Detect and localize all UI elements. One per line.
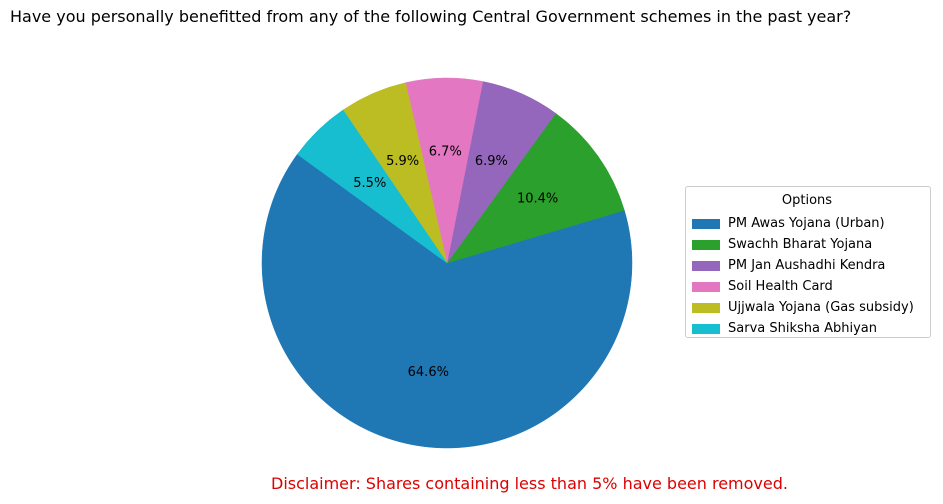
chart-title: Have you personally benefitted from any … [10,7,852,26]
legend-item: PM Awas Yojana (Urban) [692,213,922,234]
slice-percent-label: 64.6% [408,365,449,380]
legend-title: Options [781,193,833,208]
legend-label: Sarva Shiksha Abhiyan [728,321,877,336]
legend-item: Soil Health Card [692,276,922,297]
legend-label: Swachh Bharat Yojana [728,237,873,252]
legend-swatch [692,239,720,250]
pie-slice [446,112,625,264]
legend-swatch [692,281,720,292]
legend-swatch [692,323,720,334]
legend-item: Ujjwala Yojana (Gas subsidy) [692,297,922,318]
legend: Options PM Awas Yojana (Urban) Swachh Bh… [685,186,931,338]
legend-item: Swachh Bharat Yojana [692,234,922,255]
slice-percent-label: 10.4% [517,191,558,206]
slice-percent-label: 6.9% [475,154,508,169]
slice-percent-label: 6.7% [429,145,462,160]
legend-label: Ujjwala Yojana (Gas subsidy) [728,300,914,315]
disclaimer-text: Disclaimer: Shares containing less than … [271,474,788,493]
legend-swatch [692,302,720,313]
legend-label: PM Awas Yojana (Urban) [728,216,885,231]
pie-slice [261,153,633,449]
slice-percent-label: 5.9% [386,154,419,169]
slice-percent-label: 5.5% [353,176,386,191]
legend-swatch [692,218,720,229]
legend-label: PM Jan Aushadhi Kendra [728,258,886,273]
legend-label: Soil Health Card [728,279,833,294]
legend-item: PM Jan Aushadhi Kendra [692,255,922,276]
legend-item: Sarva Shiksha Abhiyan [692,318,922,339]
legend-swatch [692,260,720,271]
pie-slice [296,109,448,264]
